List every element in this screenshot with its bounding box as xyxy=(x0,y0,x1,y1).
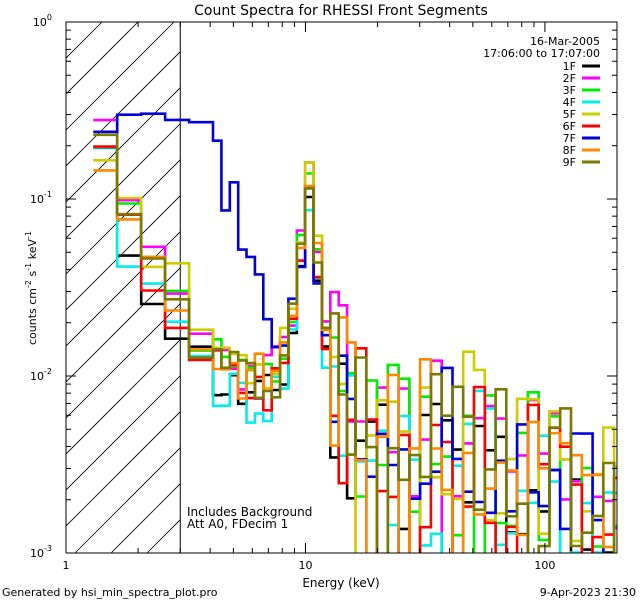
y-tick-label: 100 xyxy=(33,13,52,29)
hatch-line xyxy=(66,195,181,311)
y-tick-exponent: -1 xyxy=(44,190,52,199)
hatch-line xyxy=(66,22,67,23)
x-axis-label: Energy (keV) xyxy=(302,576,379,590)
time-range-label: 17:06:00 to 17:07:00 xyxy=(483,47,600,60)
x-tick-label: 1 xyxy=(63,559,70,572)
y-axis-label-exp-1: -2 xyxy=(24,280,33,288)
x-tick-label: 10 xyxy=(298,559,312,572)
date-label: 16-Mar-2005 xyxy=(530,35,600,48)
note-line-1: Includes Background xyxy=(187,505,312,519)
y-axis-label-exp-3: -1 xyxy=(24,231,33,239)
hatch-line xyxy=(66,51,181,167)
series-8F-line xyxy=(93,169,616,553)
svg-text:counts cm-2 s-1 keV-1: counts cm-2 s-1 keV-1 xyxy=(24,231,39,345)
hatch-line xyxy=(66,231,181,347)
hatch-line xyxy=(66,339,181,455)
y-tick-label: 10-3 xyxy=(30,544,52,560)
legend-label-4F: 4F xyxy=(563,96,576,109)
footer-generator: Generated by hsi_min_spectra_plot.pro xyxy=(2,586,218,599)
hatch-line xyxy=(66,267,181,383)
y-tick-exponent: -2 xyxy=(44,367,52,376)
hatch-line xyxy=(66,159,181,275)
hatch-line xyxy=(74,447,181,553)
hatch-line xyxy=(66,375,181,491)
legend-label-5F: 5F xyxy=(563,108,576,121)
legend-label-9F: 9F xyxy=(563,156,576,169)
legend-label-6F: 6F xyxy=(563,120,576,133)
y-axis-label-mid-1: s xyxy=(26,270,39,279)
x-tick-label: 100 xyxy=(534,559,555,572)
hatch-line xyxy=(66,303,181,419)
legend-label-7F: 7F xyxy=(563,132,576,145)
series-7F-line xyxy=(93,112,605,553)
hatch-line xyxy=(66,22,139,95)
hatch-line xyxy=(66,87,181,203)
series-9F-line xyxy=(93,133,616,553)
y-axis-label-mid-2: keV xyxy=(26,239,39,263)
plot-frame xyxy=(65,21,618,554)
legend-label-2F: 2F xyxy=(563,72,576,85)
y-axis-label-base: counts cm xyxy=(26,288,39,345)
legend-label-1F: 1F xyxy=(563,60,576,73)
y-tick-exponent: -3 xyxy=(44,544,52,553)
excluded-energy-hatch xyxy=(66,22,181,553)
note-line-2: Att A0, FDecim 1 xyxy=(187,517,288,531)
hatch-line xyxy=(66,411,181,527)
chart-title: Count Spectra for RHESSI Front Segments xyxy=(194,3,488,19)
y-tick-label: 10-2 xyxy=(30,367,52,383)
y-tick-label: 10-1 xyxy=(30,190,52,206)
hatch-line xyxy=(66,22,175,131)
y-axis-label: counts cm-2 s-1 keV-1 xyxy=(24,231,39,345)
y-axis-label-exp-2: -1 xyxy=(24,263,33,271)
legend-label-3F: 3F xyxy=(563,84,576,97)
series-2F-line xyxy=(93,118,617,553)
footer-timestamp: 9-Apr-2023 21:30 xyxy=(540,586,636,599)
legend-label-8F: 8F xyxy=(563,144,576,157)
y-tick-exponent: 0 xyxy=(47,13,52,22)
series-5F-line xyxy=(93,159,617,553)
hatch-line xyxy=(66,22,103,59)
